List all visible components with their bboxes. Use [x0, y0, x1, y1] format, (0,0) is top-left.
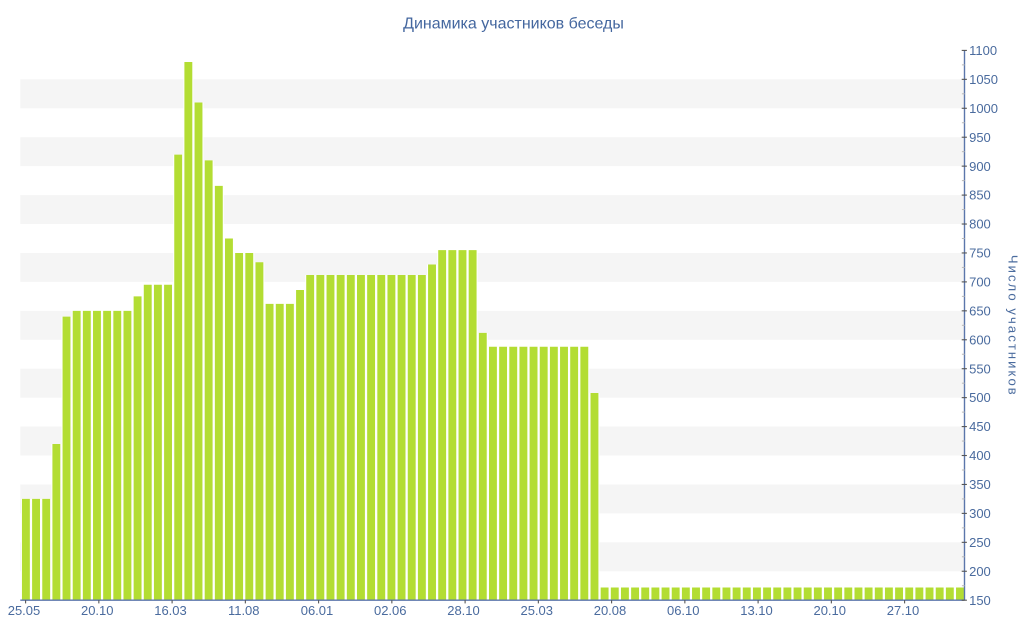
svg-text:300: 300 [969, 506, 991, 521]
svg-text:25.03: 25.03 [520, 603, 553, 618]
svg-text:1100: 1100 [969, 43, 997, 58]
svg-text:Число участников: Число участников [1006, 255, 1021, 397]
svg-text:400: 400 [969, 448, 991, 463]
svg-text:350: 350 [969, 477, 991, 492]
svg-text:250: 250 [969, 535, 991, 550]
svg-text:800: 800 [969, 217, 991, 232]
svg-text:850: 850 [969, 188, 991, 203]
svg-text:20.10: 20.10 [81, 603, 114, 618]
svg-text:20.10: 20.10 [813, 603, 846, 618]
svg-text:06.10: 06.10 [667, 603, 700, 618]
svg-text:500: 500 [969, 390, 991, 405]
svg-text:150: 150 [969, 593, 991, 608]
svg-text:700: 700 [969, 275, 991, 290]
svg-text:550: 550 [969, 361, 991, 376]
svg-text:650: 650 [969, 303, 991, 318]
svg-text:11.08: 11.08 [228, 603, 260, 618]
svg-text:02.06: 02.06 [374, 603, 407, 618]
svg-text:16.03: 16.03 [154, 603, 187, 618]
svg-text:27.10: 27.10 [887, 603, 920, 618]
svg-text:200: 200 [969, 564, 991, 579]
svg-text:28.10: 28.10 [447, 603, 480, 618]
svg-text:1050: 1050 [969, 72, 998, 87]
svg-text:25.05: 25.05 [8, 603, 41, 618]
svg-text:600: 600 [969, 332, 991, 347]
svg-text:900: 900 [969, 159, 991, 174]
svg-text:20.08: 20.08 [594, 603, 627, 618]
svg-text:1000: 1000 [969, 101, 998, 116]
svg-text:Динамика участников беседы: Динамика участников беседы [403, 16, 624, 33]
svg-text:06.01: 06.01 [301, 603, 334, 618]
svg-text:750: 750 [969, 246, 991, 261]
svg-text:13.10: 13.10 [740, 603, 773, 618]
svg-text:450: 450 [969, 419, 991, 434]
svg-text:950: 950 [969, 130, 991, 145]
